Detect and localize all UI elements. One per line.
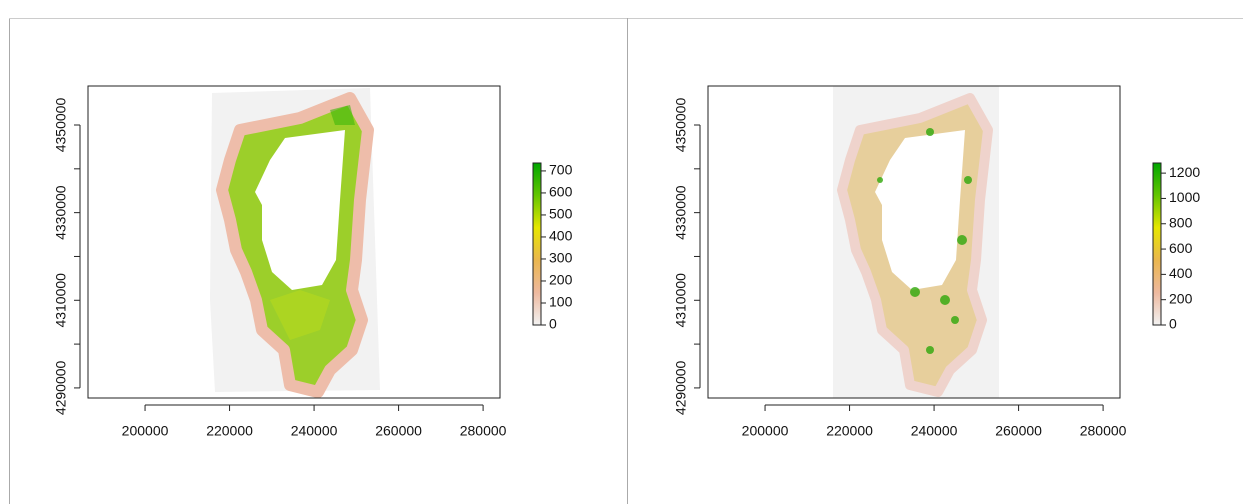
y-tick-label: 4290000 <box>53 360 69 415</box>
colorbar-tick-label: 600 <box>549 184 573 200</box>
colorbar-tick-label: 0 <box>549 316 557 332</box>
colorbar-tick-label: 400 <box>1169 265 1193 281</box>
colorbar-tick-label: 700 <box>549 162 573 178</box>
raster-image <box>833 86 999 398</box>
colorbar <box>532 162 542 326</box>
x-tick-label: 220000 <box>826 423 873 439</box>
y-tick-label: 4330000 <box>673 185 689 240</box>
x-tick-label: 200000 <box>742 423 789 439</box>
y-tick-label: 4350000 <box>673 98 689 153</box>
colorbar-tick-label: 1000 <box>1169 189 1200 205</box>
colorbar-tick-label: 0 <box>1169 316 1177 332</box>
x-tick-label: 200000 <box>122 423 169 439</box>
colorbar-tick-label: 800 <box>1169 214 1193 230</box>
y-tick-label: 4350000 <box>53 98 69 153</box>
colorbar-tick-label: 600 <box>1169 240 1193 256</box>
x-tick-label: 240000 <box>291 423 338 439</box>
x-tick-label: 280000 <box>460 423 507 439</box>
x-tick-label: 280000 <box>1080 423 1127 439</box>
y-tick-label: 4290000 <box>673 360 689 415</box>
colorbar <box>1152 162 1162 326</box>
y-tick-label: 4310000 <box>673 273 689 328</box>
colorbar-tick-label: 300 <box>549 250 573 266</box>
y-tick-label: 4330000 <box>53 185 69 240</box>
x-tick-label: 220000 <box>206 423 253 439</box>
colorbar-tick-label: 200 <box>1169 290 1193 306</box>
colorbar-tick-label: 200 <box>549 272 573 288</box>
x-tick-label: 260000 <box>375 423 422 439</box>
plot-frame <box>707 85 1121 399</box>
raster-image <box>210 88 380 398</box>
colorbar-tick-label: 400 <box>549 228 573 244</box>
x-tick-label: 260000 <box>995 423 1042 439</box>
plot-frame <box>87 85 501 399</box>
y-tick-label: 4310000 <box>53 273 69 328</box>
colorbar-tick-label: 100 <box>549 294 573 310</box>
colorbar-tick-label: 1200 <box>1169 164 1200 180</box>
colorbar-tick-label: 500 <box>549 206 573 222</box>
x-tick-label: 240000 <box>911 423 958 439</box>
